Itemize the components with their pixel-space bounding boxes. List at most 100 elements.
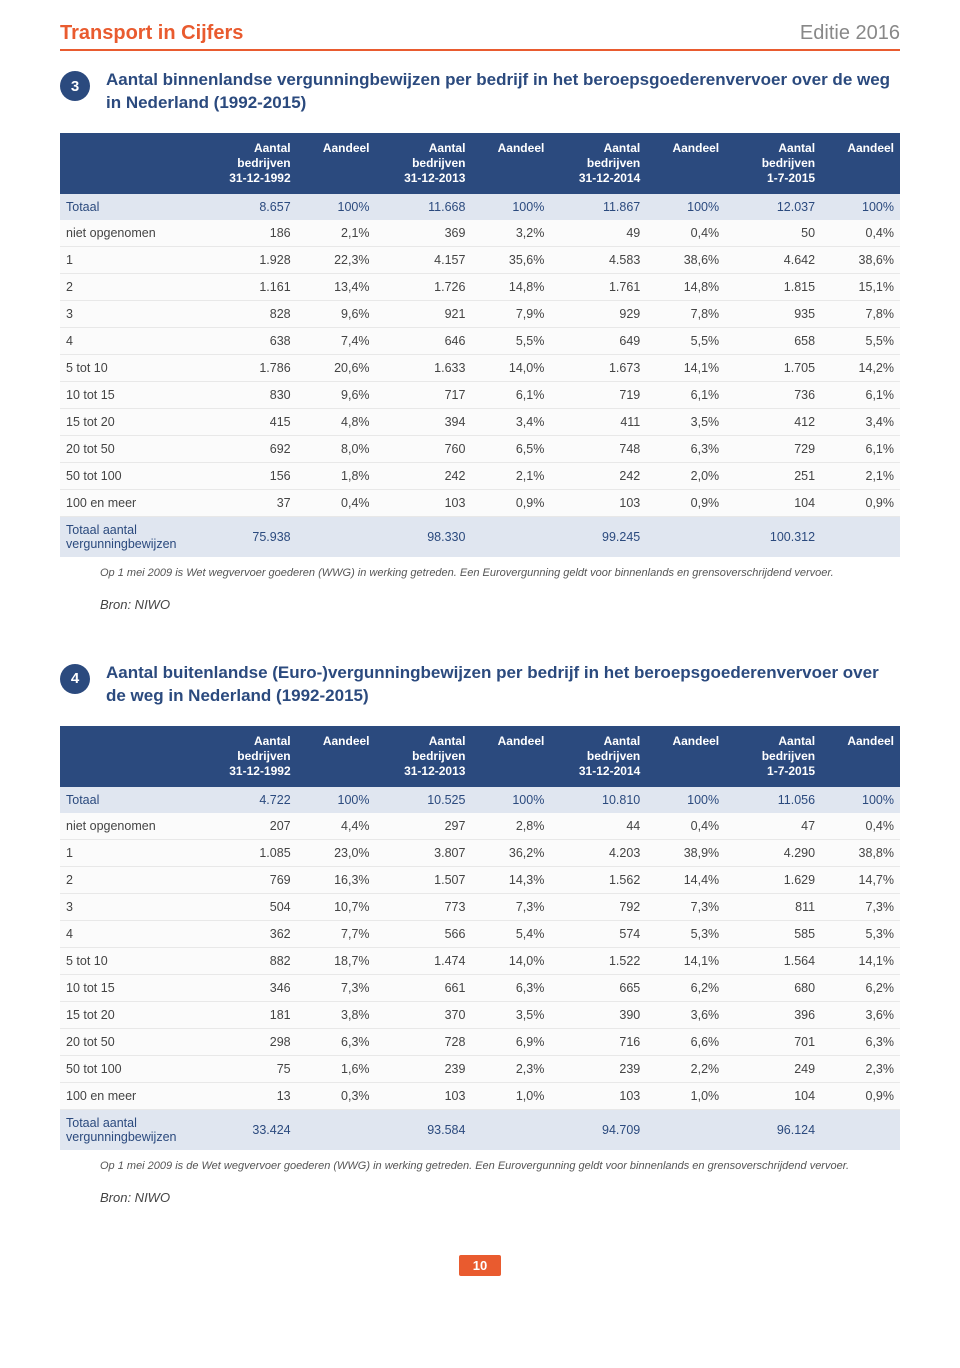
table-cell: 760 xyxy=(376,435,472,462)
table-cell: 3 xyxy=(60,893,201,920)
table-cell: 5,3% xyxy=(646,920,725,947)
table-cell: 6,3% xyxy=(471,974,550,1001)
table-row: 11.08523,0%3.80736,2%4.20338,9%4.29038,8… xyxy=(60,839,900,866)
table-cell: 10.525 xyxy=(376,787,472,813)
table-cell: 9,6% xyxy=(297,381,376,408)
table-row: 276916,3%1.50714,3%1.56214,4%1.62914,7% xyxy=(60,866,900,893)
table-cell: 394 xyxy=(376,408,472,435)
section-title: Aantal binnenlandse vergunningbewijzen p… xyxy=(106,69,900,115)
table-cell xyxy=(646,516,725,557)
table-cell: 5 tot 10 xyxy=(60,947,201,974)
table-row: 5 tot 101.78620,6%1.63314,0%1.67314,1%1.… xyxy=(60,354,900,381)
data-table: Aantalbedrijven31-12-1992AandeelAantalbe… xyxy=(60,726,900,1150)
table-cell: 736 xyxy=(725,381,821,408)
column-header: Aandeel xyxy=(297,726,376,787)
table-cell: 20,6% xyxy=(297,354,376,381)
table-cell: 11.867 xyxy=(550,194,646,220)
table-row: 15 tot 204154,8%3943,4%4113,5%4123,4% xyxy=(60,408,900,435)
column-header: Aandeel xyxy=(297,133,376,194)
table-row: 10 tot 153467,3%6616,3%6656,2%6806,2% xyxy=(60,974,900,1001)
table-cell: 1,8% xyxy=(297,462,376,489)
table-row: niet opgenomen1862,1%3693,2%490,4%500,4% xyxy=(60,220,900,247)
section-title: Aantal buitenlandse (Euro-)vergunningbew… xyxy=(106,662,900,708)
table-cell: 2,3% xyxy=(821,1055,900,1082)
table-cell: 7,3% xyxy=(471,893,550,920)
table-cell: 207 xyxy=(201,813,297,840)
table-cell: 104 xyxy=(725,489,821,516)
table-cell: 0,9% xyxy=(646,489,725,516)
table-cell: 2,3% xyxy=(471,1055,550,1082)
table-cell: 33.424 xyxy=(201,1109,297,1150)
table-cell: 411 xyxy=(550,408,646,435)
table-cell: 100.312 xyxy=(725,516,821,557)
table-cell: 10,7% xyxy=(297,893,376,920)
table-cell: 4.583 xyxy=(550,246,646,273)
table-cell: 14,3% xyxy=(471,866,550,893)
table-cell: 728 xyxy=(376,1028,472,1055)
table-cell: 14,8% xyxy=(471,273,550,300)
column-header: Aandeel xyxy=(471,726,550,787)
table-cell: 719 xyxy=(550,381,646,408)
table-cell: 100% xyxy=(471,194,550,220)
table-cell: 5,5% xyxy=(821,327,900,354)
table-total-row: Totaal4.722100%10.525100%10.810100%11.05… xyxy=(60,787,900,813)
table-cell: 1,0% xyxy=(646,1082,725,1109)
table-cell: 14,2% xyxy=(821,354,900,381)
table-cell: 49 xyxy=(550,220,646,247)
table-cell: 6,5% xyxy=(471,435,550,462)
column-header: Aantalbedrijven31-12-1992 xyxy=(201,133,297,194)
table-cell: 5,3% xyxy=(821,920,900,947)
table-cell: 98.330 xyxy=(376,516,472,557)
table-cell: 7,8% xyxy=(821,300,900,327)
table-cell: 369 xyxy=(376,220,472,247)
table-row: 21.16113,4%1.72614,8%1.76114,8%1.81515,1… xyxy=(60,273,900,300)
table-row: 20 tot 506928,0%7606,5%7486,3%7296,1% xyxy=(60,435,900,462)
column-header: Aantalbedrijven1-7-2015 xyxy=(725,726,821,787)
table-cell: 2 xyxy=(60,866,201,893)
table-row: 43627,7%5665,4%5745,3%5855,3% xyxy=(60,920,900,947)
table-cell: 1.705 xyxy=(725,354,821,381)
table-cell: 412 xyxy=(725,408,821,435)
table-cell: 6,2% xyxy=(821,974,900,1001)
table-cell: 0,9% xyxy=(821,489,900,516)
page-number: 10 xyxy=(459,1255,501,1276)
table-cell: Totaal xyxy=(60,194,201,220)
table-cell: 96.124 xyxy=(725,1109,821,1150)
column-header: Aandeel xyxy=(821,133,900,194)
table-cell: 811 xyxy=(725,893,821,920)
table-cell: 6,1% xyxy=(646,381,725,408)
table-cell: 14,1% xyxy=(821,947,900,974)
table-cell: 104 xyxy=(725,1082,821,1109)
table-cell xyxy=(297,1109,376,1150)
table-cell: 4 xyxy=(60,327,201,354)
table-cell: 242 xyxy=(376,462,472,489)
table-cell: 1.507 xyxy=(376,866,472,893)
table-cell: 15 tot 20 xyxy=(60,1001,201,1028)
table-cell: 103 xyxy=(550,1082,646,1109)
table-cell: 504 xyxy=(201,893,297,920)
table-cell: 297 xyxy=(376,813,472,840)
table-cell: 1 xyxy=(60,246,201,273)
table-cell: 638 xyxy=(201,327,297,354)
column-header: Aantalbedrijven31-12-2013 xyxy=(376,133,472,194)
table-cell: 3.807 xyxy=(376,839,472,866)
table-cell: 23,0% xyxy=(297,839,376,866)
table-total-row: Totaal8.657100%11.668100%11.867100%12.03… xyxy=(60,194,900,220)
table-row: 11.92822,3%4.15735,6%4.58338,6%4.64238,6… xyxy=(60,246,900,273)
table-cell: 12.037 xyxy=(725,194,821,220)
table-cell: 4.157 xyxy=(376,246,472,273)
table-cell: 0,4% xyxy=(821,220,900,247)
table-footnote: Op 1 mei 2009 is Wet wegvervoer goederen… xyxy=(100,567,900,579)
source-label: Bron: NIWO xyxy=(100,1190,900,1205)
table-cell: 717 xyxy=(376,381,472,408)
table-cell: 830 xyxy=(201,381,297,408)
table-row: 50 tot 100751,6%2392,3%2392,2%2492,3% xyxy=(60,1055,900,1082)
table-cell: 1,6% xyxy=(297,1055,376,1082)
table-cell: 566 xyxy=(376,920,472,947)
table-cell: 7,3% xyxy=(646,893,725,920)
table-row: 15 tot 201813,8%3703,5%3903,6%3963,6% xyxy=(60,1001,900,1028)
table-cell: 1 xyxy=(60,839,201,866)
table-cell: 396 xyxy=(725,1001,821,1028)
table-cell: 249 xyxy=(725,1055,821,1082)
table-cell: 773 xyxy=(376,893,472,920)
